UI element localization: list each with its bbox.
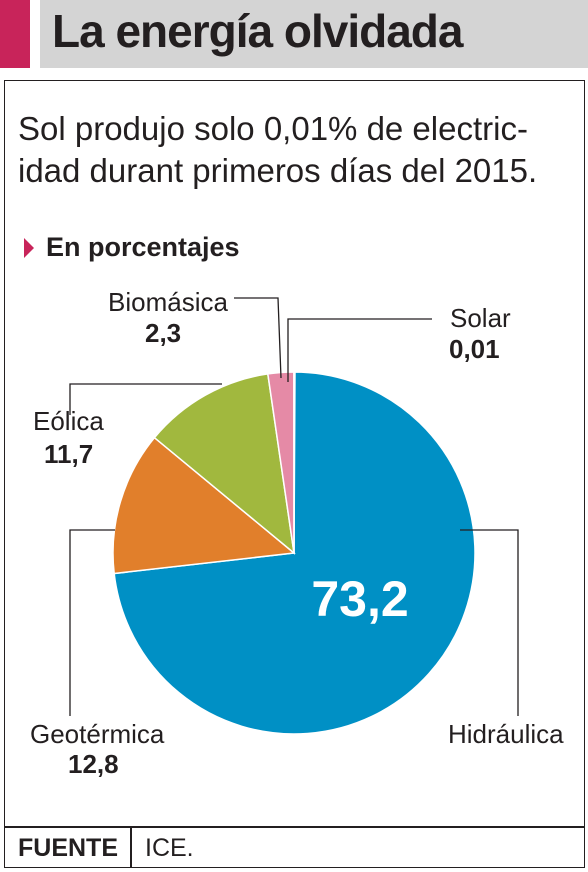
footer-separator (130, 826, 132, 868)
unit-label: En porcentajes (46, 232, 240, 262)
title-bar: La energía olvidada (0, 0, 588, 68)
slice-value-biomasica: 2,3 (145, 318, 181, 348)
leader-line-geotermica (69, 529, 115, 716)
slice-name-hidraulica: Hidráulica (448, 719, 564, 749)
source-value: ICE. (145, 834, 194, 862)
leader-lines (69, 297, 519, 716)
source-label: FUENTE (18, 834, 118, 862)
slice-name-solar: Solar (450, 303, 511, 333)
leader-line-hidraulica (460, 529, 519, 716)
slice-value-geotermica: 12,8 (68, 749, 119, 779)
pie-slice-solar (293, 371, 296, 554)
slice-name-eolica: Eólica (33, 406, 104, 436)
content-frame (4, 80, 585, 868)
leader-line-solar (287, 318, 432, 382)
slice-name-geotermica: Geotérmica (30, 719, 165, 749)
pie-slice-geotermica (112, 436, 296, 575)
pie-slice-eolica (153, 373, 296, 555)
leader-line-eolica (69, 383, 222, 415)
pie-slices (112, 371, 476, 735)
triangle-marker-icon (24, 238, 34, 258)
slice-value-eolica: 11,7 (44, 439, 93, 469)
leader-line-biomasica (234, 297, 282, 379)
footer-divider (4, 826, 585, 828)
subtitle: Sol produjo solo 0,01% de electric-idad … (18, 110, 538, 189)
slice-value-hidraulica: 73,2 (311, 571, 408, 627)
page-title: La energía olvidada (52, 5, 463, 57)
slice-value-solar: 0,01 (449, 334, 500, 364)
title-background (40, 0, 588, 68)
slice-name-biomasica: Biomásica (108, 287, 228, 317)
title-accent-bar (0, 0, 30, 68)
